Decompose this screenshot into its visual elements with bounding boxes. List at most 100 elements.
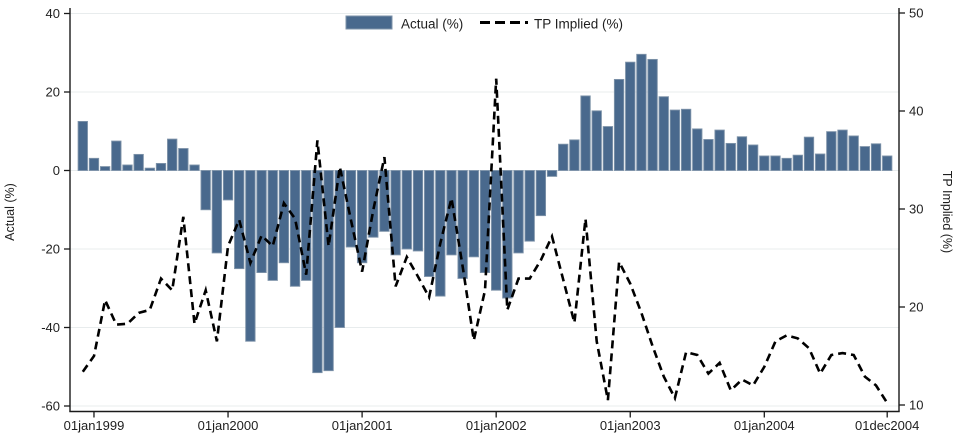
y-left-tick-label: 40 (46, 6, 60, 21)
bar-jan2003 (625, 61, 636, 171)
bar-may2003 (669, 109, 681, 171)
y-right-tick-label: 40 (909, 104, 923, 119)
x-tick-label: 01jan2000 (198, 418, 259, 433)
bar-jun1999 (144, 167, 155, 171)
bar-dec2000 (345, 170, 357, 248)
bar-oct2000 (323, 170, 334, 372)
bar-jul2003 (692, 128, 703, 171)
bar-sep2002 (580, 95, 591, 171)
bar-jun2004 (815, 153, 826, 171)
bar-oct2004 (859, 146, 871, 171)
bar-nov2001 (468, 170, 479, 258)
bar-mar2002 (513, 170, 524, 254)
bar-may2000 (267, 170, 278, 281)
x-tick-label: 01dec2004 (855, 418, 919, 433)
bar-dec2002 (613, 78, 625, 171)
bar-aug2000 (301, 170, 312, 281)
bar-oct2002 (591, 110, 602, 171)
bar-feb2000 (234, 170, 245, 270)
bar-may2001 (401, 170, 412, 250)
actual-legend-label: Actual (%) (401, 17, 463, 32)
y-left-axis-title: Actual (%) (3, 183, 17, 241)
bar-mar2000 (245, 170, 256, 342)
bar-aug2003 (703, 139, 714, 171)
bar-aug2002 (569, 139, 580, 171)
bar-oct2001 (457, 170, 468, 279)
bar-jan2000 (222, 170, 234, 201)
bar-jul2002 (558, 143, 569, 171)
x-tick-label: 01jan2002 (466, 418, 527, 433)
y-right-tick-labels: 50 40 30 20 10 (909, 6, 923, 413)
bar-feb2003 (636, 53, 647, 171)
y-right-tick-label: 20 (909, 300, 923, 315)
y-right-axis-title: TP Implied (%) (940, 171, 954, 253)
bar-jul2001 (423, 170, 435, 277)
bar-jun2003 (680, 108, 692, 171)
x-axis-tick-labels: 01jan1999 01jan2000 01jan2001 01jan2002 01ja… (64, 418, 920, 433)
bar-jul2000 (289, 170, 301, 287)
bar-may2002 (535, 170, 547, 217)
bar-feb2004 (770, 155, 781, 171)
bar-apr2002 (524, 170, 535, 242)
bar-jun2002 (546, 170, 558, 177)
bar-jan2004 (759, 155, 770, 171)
bar-sep2003 (714, 129, 725, 171)
bar-dec1999 (211, 170, 223, 254)
x-tick-label: 01jan1999 (64, 418, 125, 433)
tp-implied-line (81, 78, 889, 404)
bar-may1999 (133, 153, 144, 171)
y-left-tick-label: 20 (46, 85, 60, 100)
bar-apr2004 (792, 154, 803, 171)
bar-may2004 (803, 136, 815, 171)
bar-apr1999 (122, 164, 133, 171)
y-left-tick-label: -20 (41, 242, 60, 257)
bar-aug2004 (837, 129, 848, 171)
bar-jan1999 (88, 157, 100, 171)
axes (64, 8, 905, 418)
bar-sep2004 (848, 135, 859, 171)
bar-sep1999 (178, 148, 189, 171)
x-tick-label: 01jan2004 (734, 418, 795, 433)
bar-dec2003 (747, 144, 759, 171)
bar-aug2001 (435, 170, 446, 297)
bar-apr2003 (658, 96, 669, 171)
bar-apr2001 (390, 170, 401, 256)
x-tick-label: 01jan2003 (600, 418, 661, 433)
y-left-tick-label: 0 (53, 163, 60, 178)
bar-jun2001 (412, 170, 424, 252)
bar-sep2001 (446, 170, 457, 256)
actual-legend-swatch (345, 15, 393, 30)
bar-jul1999 (155, 162, 167, 171)
y-right-tick-label: 10 (909, 398, 923, 413)
bar-feb1999 (99, 166, 111, 171)
bar-sep2000 (312, 170, 323, 374)
y-left-tick-labels: 40 20 0 -20 -40 -60 (41, 6, 60, 414)
bar-oct2003 (725, 142, 736, 171)
y-left-tick-label: -40 (41, 320, 60, 335)
tp-implied-line-series (81, 78, 889, 404)
legend: Actual (%) TP Implied (%) (345, 15, 623, 32)
bar-nov2000 (334, 170, 345, 328)
y-left-tick-label: -60 (41, 399, 60, 414)
bar-dec1998 (77, 120, 88, 171)
bar-mar1999 (111, 140, 122, 171)
y-right-tick-label: 50 (909, 6, 923, 21)
bar-jan2002 (491, 170, 502, 291)
y-right-tick-label: 30 (909, 202, 923, 217)
bar-nov2003 (736, 136, 748, 171)
bar-jan2001 (356, 170, 368, 264)
bar-mar2003 (647, 58, 658, 171)
bar-jul2004 (826, 131, 837, 171)
bar-apr2000 (256, 170, 267, 274)
x-tick-label: 01jan2001 (332, 418, 393, 433)
actual-bars-series (77, 53, 893, 374)
bar-oct1999 (189, 164, 200, 171)
bar-dec2004 (882, 155, 893, 171)
bar-nov2004 (870, 143, 882, 171)
tp-implied-legend-label: TP Implied (%) (534, 17, 623, 32)
bar-aug1999 (167, 138, 178, 171)
bar-nov2002 (602, 126, 614, 171)
bar-mar2004 (781, 157, 792, 171)
